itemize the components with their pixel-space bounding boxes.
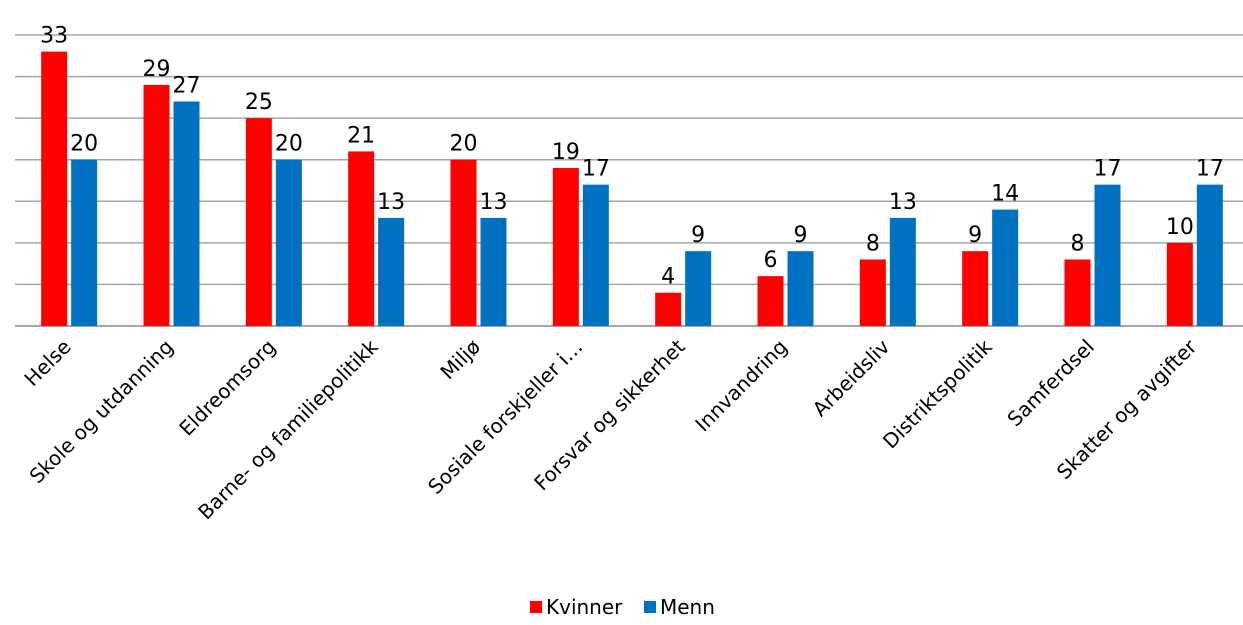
data-label-menn-3: 13 [377, 190, 405, 215]
bar-menn-6 [685, 251, 712, 326]
bar-menn-5 [582, 184, 609, 326]
bar-menn-0 [71, 159, 98, 326]
data-label-menn-2: 20 [275, 132, 303, 157]
legend-swatch-menn [644, 601, 656, 613]
category-label-10: Samferdsel [1002, 335, 1099, 432]
category-label-9: Distriktspolitik [878, 334, 997, 453]
data-label-menn-0: 20 [70, 132, 98, 157]
category-label-4: Miljø [435, 335, 485, 385]
data-label-kvinner-8: 8 [866, 231, 880, 256]
data-label-menn-6: 9 [691, 223, 705, 248]
bar-kvinner-9 [962, 251, 989, 326]
gridlines [15, 34, 1243, 327]
bar-kvinner-5 [552, 168, 579, 326]
category-label-2: Eldreomsorg [174, 335, 280, 441]
bar-kvinner-10 [1064, 259, 1091, 326]
bar-menn-10 [1094, 184, 1121, 326]
legend-label-kvinner: Kvinner [546, 595, 623, 619]
data-label-kvinner-1: 29 [143, 57, 171, 82]
data-label-menn-11: 17 [1196, 157, 1224, 182]
category-label-7: Innvandring [690, 335, 792, 437]
bar-menn-8 [889, 217, 916, 326]
bar-menn-9 [992, 209, 1019, 326]
data-label-kvinner-0: 33 [40, 24, 68, 49]
bar-menn-7 [787, 251, 814, 326]
bars [41, 51, 1223, 327]
data-label-menn-1: 27 [173, 74, 201, 99]
bar-menn-1 [173, 101, 200, 326]
bar-kvinner-0 [41, 51, 68, 326]
bar-kvinner-7 [757, 276, 784, 326]
legend-label-menn: Menn [660, 595, 715, 619]
bar-menn-3 [378, 217, 405, 326]
data-label-menn-5: 17 [582, 157, 610, 182]
bar-kvinner-8 [859, 259, 886, 326]
legend-swatch-kvinner [530, 601, 542, 613]
data-label-kvinner-7: 6 [764, 248, 778, 273]
data-label-kvinner-2: 25 [245, 90, 273, 115]
data-label-menn-7: 9 [794, 223, 808, 248]
data-label-menn-8: 13 [889, 190, 917, 215]
data-label-kvinner-10: 8 [1071, 231, 1085, 256]
bar-kvinner-2 [245, 118, 272, 327]
data-label-kvinner-6: 4 [661, 265, 675, 290]
bar-menn-2 [275, 159, 302, 326]
bar-kvinner-1 [143, 84, 170, 326]
category-label-8: Arbeidsliv [808, 334, 895, 421]
data-label-kvinner-9: 9 [968, 223, 982, 248]
bar-menn-4 [480, 217, 507, 326]
legend: Kvinner Menn [530, 595, 715, 619]
bar-kvinner-4 [450, 159, 477, 326]
data-label-kvinner-4: 20 [450, 132, 478, 157]
bar-kvinner-11 [1166, 242, 1193, 326]
bar-kvinner-6 [655, 292, 682, 326]
category-label-3: Barne- og familiepolitikk [193, 334, 383, 524]
bar-menn-11 [1196, 184, 1223, 326]
category-label-0: Helse [19, 335, 75, 391]
data-label-menn-9: 14 [991, 182, 1019, 207]
data-label-kvinner-5: 19 [552, 140, 580, 165]
data-label-kvinner-11: 10 [1166, 215, 1194, 240]
data-label-menn-4: 13 [480, 190, 508, 215]
bar-kvinner-3 [348, 151, 375, 326]
data-label-kvinner-3: 21 [347, 123, 375, 148]
data-label-menn-10: 17 [1094, 157, 1122, 182]
